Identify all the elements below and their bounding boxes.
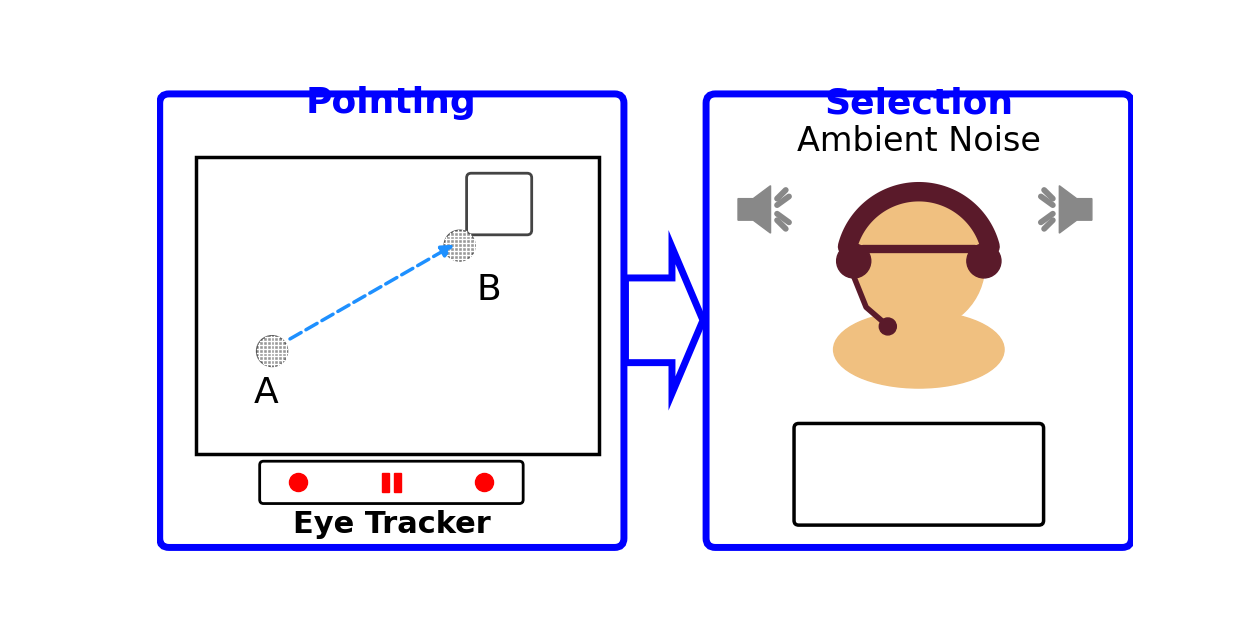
FancyBboxPatch shape: [706, 94, 1132, 547]
Circle shape: [967, 244, 1001, 278]
Text: Selection: Selection: [825, 86, 1013, 120]
Polygon shape: [1059, 185, 1092, 233]
Bar: [383, 473, 389, 491]
Circle shape: [837, 244, 871, 278]
Circle shape: [444, 231, 475, 261]
Text: B: B: [477, 272, 501, 307]
Circle shape: [257, 336, 287, 366]
FancyBboxPatch shape: [467, 173, 531, 235]
Ellipse shape: [833, 311, 1005, 388]
FancyBboxPatch shape: [160, 94, 624, 547]
Text: Ambient Noise: Ambient Noise: [797, 124, 1041, 157]
FancyBboxPatch shape: [895, 297, 943, 356]
Text: Audio
Processing: Audio Processing: [830, 436, 1008, 507]
Polygon shape: [626, 247, 703, 394]
FancyBboxPatch shape: [196, 157, 599, 453]
Text: Eye Tracker: Eye Tracker: [292, 510, 490, 538]
FancyBboxPatch shape: [794, 424, 1044, 525]
Polygon shape: [738, 185, 771, 233]
Text: A: A: [253, 376, 278, 410]
FancyBboxPatch shape: [259, 461, 524, 504]
Bar: [394, 473, 400, 491]
Text: Pointing: Pointing: [306, 86, 477, 120]
Circle shape: [879, 318, 896, 335]
Circle shape: [852, 199, 985, 330]
